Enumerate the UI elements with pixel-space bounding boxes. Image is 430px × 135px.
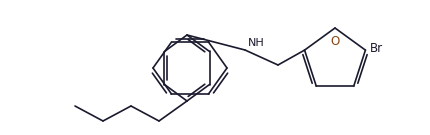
Text: Br: Br	[369, 42, 383, 55]
Text: NH: NH	[248, 38, 265, 48]
Text: O: O	[330, 35, 340, 48]
